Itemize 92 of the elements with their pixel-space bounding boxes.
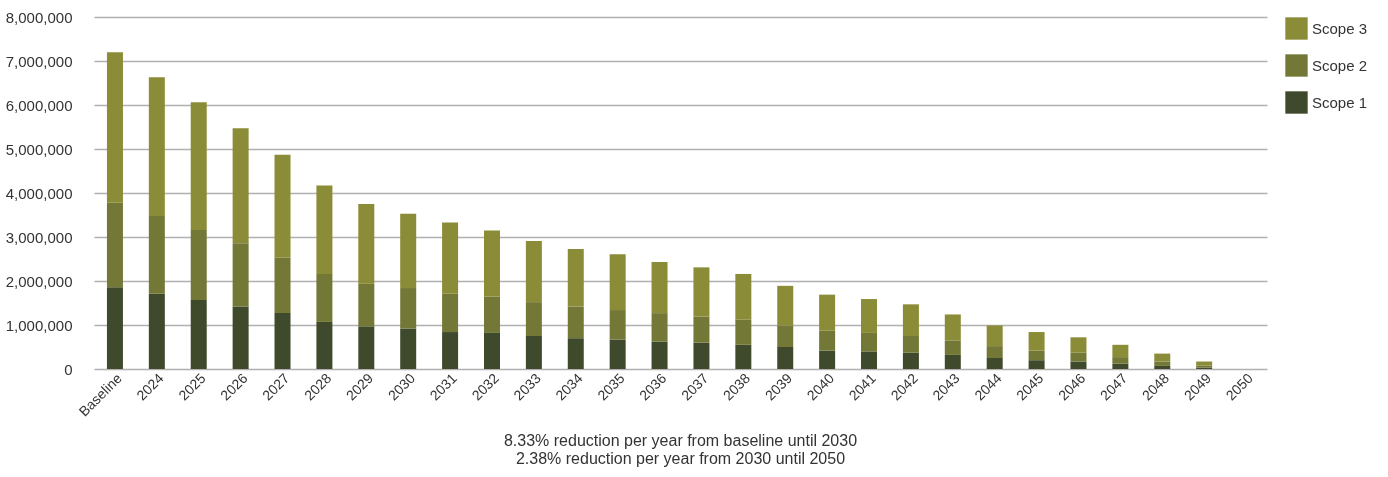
bar xyxy=(316,185,333,274)
bar xyxy=(148,215,165,294)
y-tick-label: 6,000,000 xyxy=(5,96,73,114)
bar xyxy=(232,243,249,307)
bar xyxy=(1028,350,1045,361)
text: 8.33% reduction per year from baseline until 2030 xyxy=(503,431,858,449)
legend-label: Scope 3 xyxy=(1312,19,1368,37)
bar xyxy=(1154,361,1171,366)
bar xyxy=(902,352,919,369)
bar xyxy=(483,230,500,297)
bar xyxy=(274,154,291,258)
bar xyxy=(525,240,542,303)
bar xyxy=(986,346,1003,358)
y-tick-label: 4,000,000 xyxy=(5,184,73,202)
bar xyxy=(358,326,375,369)
y-tick-label: 8,000,000 xyxy=(5,8,73,26)
bar xyxy=(1028,360,1045,369)
bar xyxy=(567,306,584,339)
bar xyxy=(232,306,249,369)
text: 2.38% reduction per year from 2030 until 2050 xyxy=(515,449,846,467)
bar xyxy=(1112,363,1129,369)
bar xyxy=(735,273,752,320)
bar xyxy=(274,313,291,369)
y-tick-label: 0 xyxy=(64,360,73,378)
bar xyxy=(902,336,919,353)
bar xyxy=(1028,332,1045,351)
bar xyxy=(567,248,584,307)
bar xyxy=(693,316,710,343)
bar xyxy=(190,102,207,230)
y-tick-label: 2,000,000 xyxy=(5,272,73,290)
bar xyxy=(1112,357,1129,364)
bar xyxy=(442,293,459,333)
bar xyxy=(274,257,291,314)
bar xyxy=(106,202,123,288)
bar xyxy=(986,358,1003,369)
bar xyxy=(316,321,333,369)
bar xyxy=(861,332,878,352)
bar xyxy=(1154,365,1171,369)
bar xyxy=(400,213,417,289)
bar xyxy=(483,332,500,369)
bar xyxy=(651,341,668,369)
bar xyxy=(735,319,752,345)
bar xyxy=(358,204,375,284)
bar xyxy=(1070,361,1087,369)
bar xyxy=(106,287,123,369)
bar xyxy=(819,330,836,351)
bar xyxy=(902,304,919,336)
bar xyxy=(190,229,207,300)
bar xyxy=(442,222,459,294)
bar xyxy=(693,342,710,369)
y-tick-label: 3,000,000 xyxy=(5,228,73,246)
bar xyxy=(861,351,878,369)
y-tick-label: 1,000,000 xyxy=(5,316,73,334)
bar xyxy=(190,299,207,369)
bar xyxy=(232,128,249,244)
bar xyxy=(1070,352,1087,362)
bar xyxy=(777,325,794,347)
legend-label: Scope 1 xyxy=(1312,93,1368,111)
bar xyxy=(651,313,668,342)
bar xyxy=(148,77,165,216)
bar xyxy=(525,302,542,336)
bar xyxy=(735,344,752,369)
bar xyxy=(1112,344,1129,358)
bar xyxy=(777,347,794,369)
bar xyxy=(777,285,794,326)
bar xyxy=(1070,337,1087,353)
bar xyxy=(358,283,375,327)
bar xyxy=(525,336,542,369)
bar xyxy=(986,325,1003,347)
bar xyxy=(861,299,878,333)
bar xyxy=(819,350,836,369)
bar xyxy=(609,339,626,369)
bar xyxy=(819,294,836,331)
y-tick-label: 5,000,000 xyxy=(5,140,73,158)
bar xyxy=(567,338,584,369)
bar xyxy=(609,310,626,340)
legend-label: Scope 2 xyxy=(1312,56,1368,74)
bar xyxy=(944,354,961,369)
bar xyxy=(651,262,668,314)
bar xyxy=(609,254,626,311)
y-tick-label: 7,000,000 xyxy=(5,52,73,70)
bar xyxy=(148,293,165,369)
bar xyxy=(442,332,459,369)
bar xyxy=(1154,353,1171,362)
bar xyxy=(944,340,961,355)
bar xyxy=(400,288,417,329)
bar xyxy=(693,267,710,317)
bar xyxy=(106,52,123,203)
bar xyxy=(316,273,333,322)
bar xyxy=(400,328,417,369)
bar xyxy=(944,314,961,341)
bar xyxy=(483,296,500,333)
